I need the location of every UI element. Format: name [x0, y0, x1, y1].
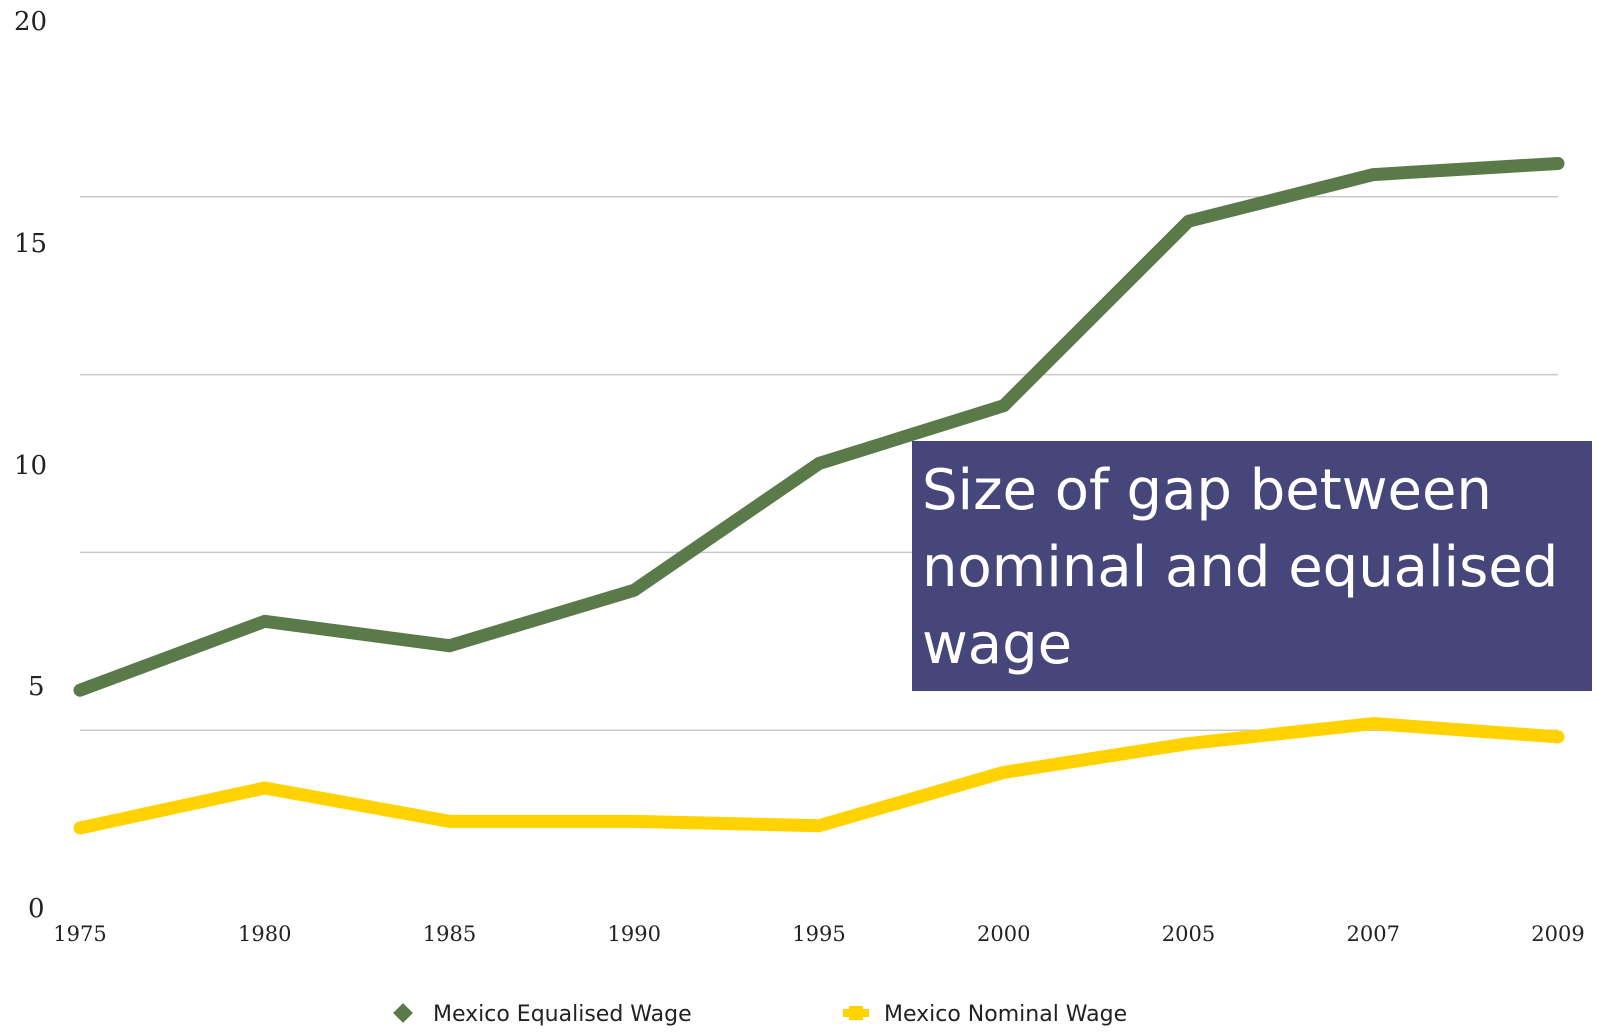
y-tick-label: 10 — [14, 451, 47, 481]
x-axis-tick-labels: 1975 1980 1985 1990 1995 2000 2005 2007 2009 — [53, 922, 1584, 946]
data-point-equalised — [997, 399, 1010, 412]
data-point-nominal — [74, 821, 86, 834]
x-tick-label: 2009 — [1531, 922, 1584, 946]
data-point-nominal — [258, 781, 271, 794]
diamond-marker-icon — [393, 1003, 413, 1023]
legend-item-nominal: Mexico Nominal Wage — [843, 1002, 1127, 1027]
data-point-nominal — [628, 815, 641, 828]
x-tick-label: 1990 — [608, 922, 661, 946]
data-point-nominal — [997, 766, 1010, 779]
legend-item-equalised: Mexico Equalised Wage — [393, 1002, 692, 1027]
data-point-nominal — [443, 815, 456, 828]
y-tick-label: 5 — [28, 672, 45, 702]
annotation-background — [912, 441, 1592, 691]
data-point-equalised — [1367, 168, 1380, 181]
x-tick-label: 1985 — [423, 922, 476, 946]
data-point-equalised — [443, 639, 456, 652]
gap-annotation-box: Size of gap between nominal and equalise… — [912, 441, 1592, 691]
series-line-nominal — [73, 717, 1565, 835]
series-lines — [73, 156, 1565, 835]
y-axis-tick-labels: 0 5 10 15 20 — [14, 7, 47, 924]
data-point-nominal — [1552, 730, 1564, 743]
annotation-line-3: wage — [922, 612, 1072, 677]
data-point-equalised — [1182, 215, 1195, 228]
x-tick-label: 1980 — [238, 922, 291, 946]
annotation-line-1: Size of gap between — [922, 458, 1492, 523]
x-tick-label: 2000 — [977, 922, 1030, 946]
data-point-equalised — [1552, 157, 1564, 170]
legend-label-equalised: Mexico Equalised Wage — [433, 1002, 692, 1027]
legend: Mexico Equalised Wage Mexico Nominal Wag… — [393, 1002, 1127, 1027]
legend-label-nominal: Mexico Nominal Wage — [884, 1002, 1127, 1027]
y-tick-label: 20 — [14, 7, 47, 37]
x-tick-label: 1995 — [792, 922, 845, 946]
data-point-equalised — [628, 584, 641, 597]
data-point-equalised — [813, 457, 825, 470]
square-marker-icon — [849, 1006, 863, 1020]
data-point-nominal — [1182, 737, 1195, 750]
data-point-nominal — [813, 819, 825, 832]
x-tick-label: 2005 — [1162, 922, 1215, 946]
data-point-equalised — [258, 615, 271, 628]
data-point-equalised — [74, 684, 86, 697]
y-tick-label: 15 — [14, 229, 47, 259]
y-tick-label: 0 — [28, 894, 45, 924]
x-tick-label: 1975 — [53, 922, 106, 946]
x-tick-label: 2007 — [1347, 922, 1400, 946]
annotation-line-2: nominal and equalised — [922, 535, 1558, 600]
data-point-nominal — [1367, 717, 1380, 730]
